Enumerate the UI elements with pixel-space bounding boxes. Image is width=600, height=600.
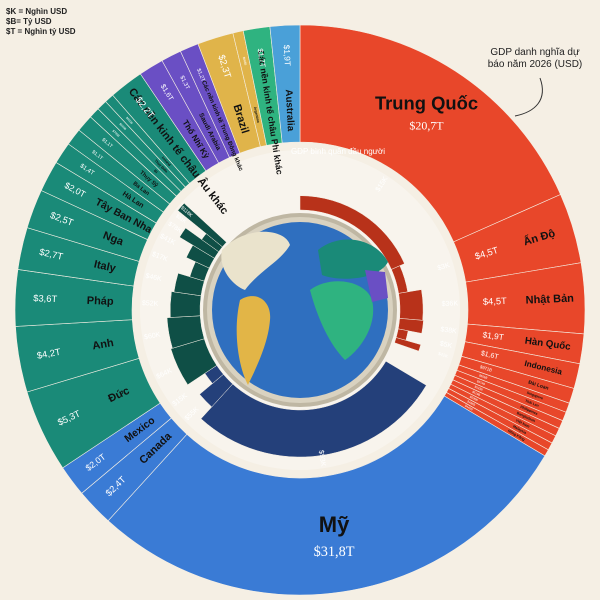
globe-land <box>318 239 388 279</box>
label: $488B <box>467 399 476 407</box>
label: $1,6T <box>480 350 500 361</box>
label: $1,7T <box>256 48 268 69</box>
per-capita-wedge <box>200 360 427 458</box>
label: Pháp <box>86 295 114 308</box>
label: Argentina <box>253 106 260 123</box>
label: $1,9T <box>482 329 504 342</box>
label: $660B <box>118 122 127 131</box>
legend-note: $T = Nghìn tỷ USD <box>6 27 76 36</box>
label: $5K <box>439 340 453 350</box>
globe-land <box>236 296 271 385</box>
globe-land <box>310 281 374 360</box>
label: $600B <box>125 116 134 125</box>
label: Malaysia <box>512 424 527 435</box>
label: $971B <box>479 364 492 373</box>
gdp-label: $20,7T <box>409 118 444 132</box>
gdp-wedge <box>107 395 546 596</box>
globe-land <box>365 270 388 302</box>
per-capita-wedge <box>169 291 202 318</box>
label: Việt Nam <box>515 418 530 428</box>
inner-ring-label: GDP bình quân đầu người <box>291 147 385 156</box>
chart-title: GDP danh nghĩa dự báo năm 2026 (USD) <box>488 47 583 70</box>
label: $668B <box>242 56 248 65</box>
label: Thái Lan <box>524 399 539 408</box>
country-name: Trung Quốc <box>375 92 478 113</box>
label: $4,2T <box>36 347 62 361</box>
label: $52K <box>142 300 159 308</box>
legend-note: $B= Tỷ USD <box>6 17 52 26</box>
label: $574B <box>476 379 485 386</box>
label: Nhật Bản <box>525 293 574 307</box>
label: Singapore <box>526 391 543 401</box>
label: $60K <box>144 331 162 341</box>
globe <box>203 213 397 407</box>
country-name: Mỹ <box>319 512 350 537</box>
gdp-wedge <box>299 24 561 243</box>
label: Philippines <box>520 405 539 416</box>
label: Ireland <box>161 156 172 167</box>
label: Australia <box>283 89 296 132</box>
label: $1,2T <box>195 68 206 83</box>
label: $4,5T <box>483 296 508 307</box>
gdp-label: $31,8T <box>314 544 355 560</box>
label: Bỉ <box>153 169 158 174</box>
label: $506B <box>469 395 478 402</box>
label: $3,6T <box>33 293 58 304</box>
arrow <box>514 77 543 117</box>
chart-title-group: GDP danh nghĩa dự báo năm 2026 (USD) <box>488 47 583 70</box>
legend-note: $K = Nghìn USD <box>6 7 67 16</box>
label: $93K <box>317 450 326 468</box>
gdp-wedge <box>269 24 301 144</box>
label: $533B <box>474 385 483 392</box>
label: $700B <box>111 129 120 138</box>
globe-land <box>221 231 290 290</box>
label: $42K <box>438 351 449 359</box>
label: Italy <box>93 258 118 275</box>
per-capita-wedge <box>398 289 424 321</box>
per-capita-wedge <box>394 337 422 352</box>
label: $3K <box>437 262 451 272</box>
label: $46K <box>145 273 163 283</box>
label: $38K <box>440 326 457 335</box>
label: $606B <box>479 373 488 380</box>
label: $1,9T <box>282 44 293 66</box>
label: $36K <box>442 300 459 308</box>
label: $440B <box>464 404 473 412</box>
label: Anh <box>91 337 114 353</box>
label: $519B <box>472 390 481 397</box>
per-capita-wedge <box>177 202 227 248</box>
